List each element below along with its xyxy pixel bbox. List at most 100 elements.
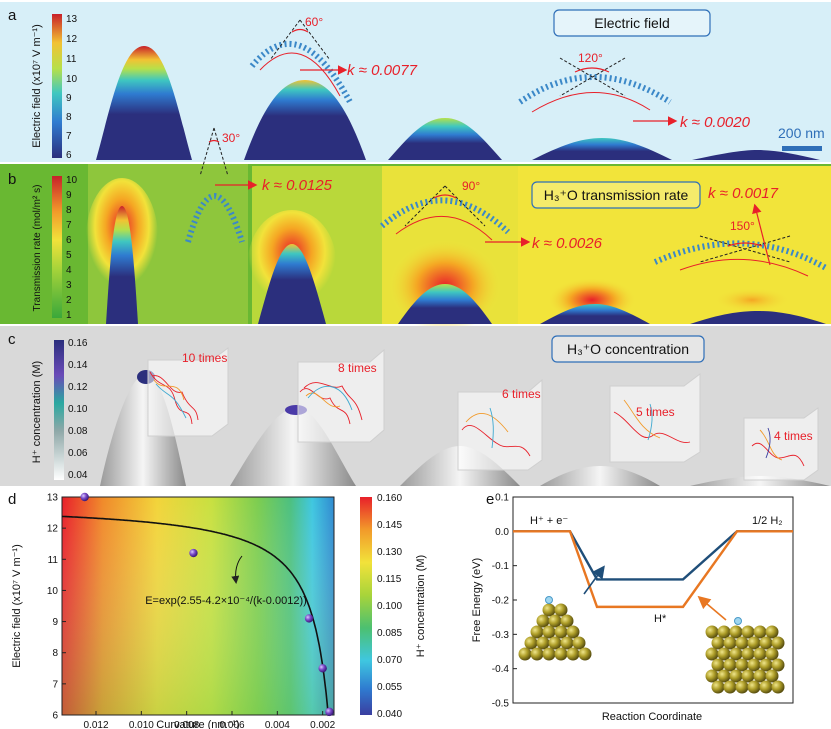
e-y-tick-label: -0.5	[492, 699, 510, 710]
panel-d-letter: d	[8, 491, 16, 508]
panel-c-colorbar	[54, 340, 64, 480]
tip-b5	[690, 311, 826, 324]
gold-atom	[741, 669, 755, 683]
panel-c: c 0.16 0.14 0.12 0.10 0.08 0.06 0.04 H⁺ …	[0, 326, 831, 486]
atom-cluster-pyramid	[518, 603, 592, 661]
y-tick-label: 10	[47, 586, 59, 597]
scale-bar-label: 200 nm	[778, 125, 825, 141]
gold-atom	[566, 625, 580, 639]
tip-b1	[106, 206, 138, 324]
panel-c-colorbar-label: H⁺ concentration (M)	[31, 361, 43, 463]
cube-c3	[457, 378, 543, 471]
cb-a-tick: 11	[66, 54, 77, 65]
panel-d-points	[80, 492, 334, 717]
gold-atom	[729, 669, 743, 683]
chain-b-150	[653, 235, 828, 277]
cb-d-tick: 0.055	[377, 682, 402, 693]
cb-a-tick: 9	[66, 93, 72, 104]
panel-d-colorbar-label: H⁺ concentration (M)	[415, 555, 427, 657]
cb-c-tick: 0.06	[68, 448, 88, 459]
times-5: 5 times	[636, 405, 675, 419]
cb-b-tick: 2	[66, 295, 72, 306]
chain-a-60	[249, 19, 353, 104]
gold-atom	[536, 614, 550, 628]
fit-curve	[61, 515, 330, 717]
gold-atom	[705, 625, 719, 639]
tip-a5	[692, 150, 820, 160]
gold-atom	[759, 680, 773, 694]
gold-atom	[711, 636, 725, 650]
panel-e-letter: e	[486, 491, 494, 508]
data-point	[318, 664, 327, 673]
label-half-h2: 1/2 H₂	[752, 515, 783, 527]
angle-120: 120°	[578, 51, 603, 65]
tip-b2	[258, 244, 326, 324]
cb-d-tick: 0.085	[377, 628, 402, 639]
cb-c-tick: 0.14	[68, 360, 88, 371]
k-label-0017: k ≈ 0.0017	[708, 185, 779, 202]
gold-atom	[735, 636, 749, 650]
scale-bar	[782, 146, 822, 151]
tip-b3	[398, 284, 492, 324]
chain-b-90	[380, 185, 511, 241]
panel-d-colorbar	[360, 497, 372, 715]
gold-atom	[717, 625, 731, 639]
panel-c-title: H₃⁺O concentration	[567, 341, 689, 357]
cone-c5	[690, 476, 830, 486]
gold-atom	[554, 625, 568, 639]
panel-a-title-box	[553, 9, 711, 37]
e-y-tick-label: -0.3	[492, 630, 510, 641]
panel-e-xlabel: Reaction Coordinate	[602, 711, 702, 723]
panel-a-title: Electric field	[594, 15, 669, 31]
cb-a-tick: 7	[66, 131, 72, 142]
gold-atom	[765, 625, 779, 639]
cb-c-tick: 0.12	[68, 382, 88, 393]
y-tick-label: 7	[52, 679, 58, 690]
gold-atom	[717, 669, 731, 683]
panel-a-letter: a	[8, 7, 17, 24]
gold-atom	[717, 647, 731, 661]
panel-b-title-box	[531, 181, 701, 209]
cb-b-tick: 3	[66, 280, 72, 291]
k-arrow	[752, 203, 771, 266]
y-tick-label: 9	[52, 617, 58, 628]
h-atom-flat	[734, 617, 742, 625]
gold-atom	[711, 680, 725, 694]
e-y-tick-label: -0.4	[492, 664, 510, 675]
gold-atom	[729, 647, 743, 661]
gold-atom	[759, 636, 773, 650]
gold-atom	[771, 636, 785, 650]
cone-c2	[230, 408, 356, 486]
data-point	[189, 548, 198, 558]
cb-b-tick: 6	[66, 235, 72, 246]
arrow-to-blue	[583, 565, 605, 595]
gold-atom	[530, 647, 544, 661]
gold-atom	[566, 647, 580, 661]
e-y-tick-label: 0.1	[495, 493, 509, 504]
cb-d-tick: 0.115	[377, 574, 402, 585]
angle-60: 60°	[305, 15, 323, 29]
gold-atom	[735, 680, 749, 694]
panel-b-colorbar-label: Transmission rate (mol/m² s)	[32, 185, 43, 312]
cb-b-tick: 9	[66, 190, 72, 201]
angle-150: 150°	[730, 219, 755, 233]
y-tick-label: 12	[47, 524, 59, 535]
trajectories	[149, 371, 805, 467]
gold-atom	[572, 636, 586, 650]
gold-atom	[548, 636, 562, 650]
cube-c2	[297, 348, 385, 443]
times-8: 8 times	[338, 361, 377, 375]
e-y-tick-label: -0.1	[492, 561, 510, 572]
cb-d-tick: 0.040	[377, 709, 402, 720]
panel-b-colorbar-ticks: 10 9 8 7 6 5 4 3 2 1	[66, 175, 78, 321]
panel-a: a 13 12 11 10 9 8 7 6 Electric field (x1…	[0, 2, 831, 162]
gold-atom	[530, 625, 544, 639]
gold-atom	[542, 603, 556, 617]
gold-atom	[705, 669, 719, 683]
tip-a3	[388, 118, 502, 160]
cb-d-tick: 0.100	[377, 601, 402, 612]
energy-profile-line	[513, 530, 793, 609]
cb-c-tick: 0.10	[68, 404, 88, 415]
cube-c1	[147, 347, 229, 437]
